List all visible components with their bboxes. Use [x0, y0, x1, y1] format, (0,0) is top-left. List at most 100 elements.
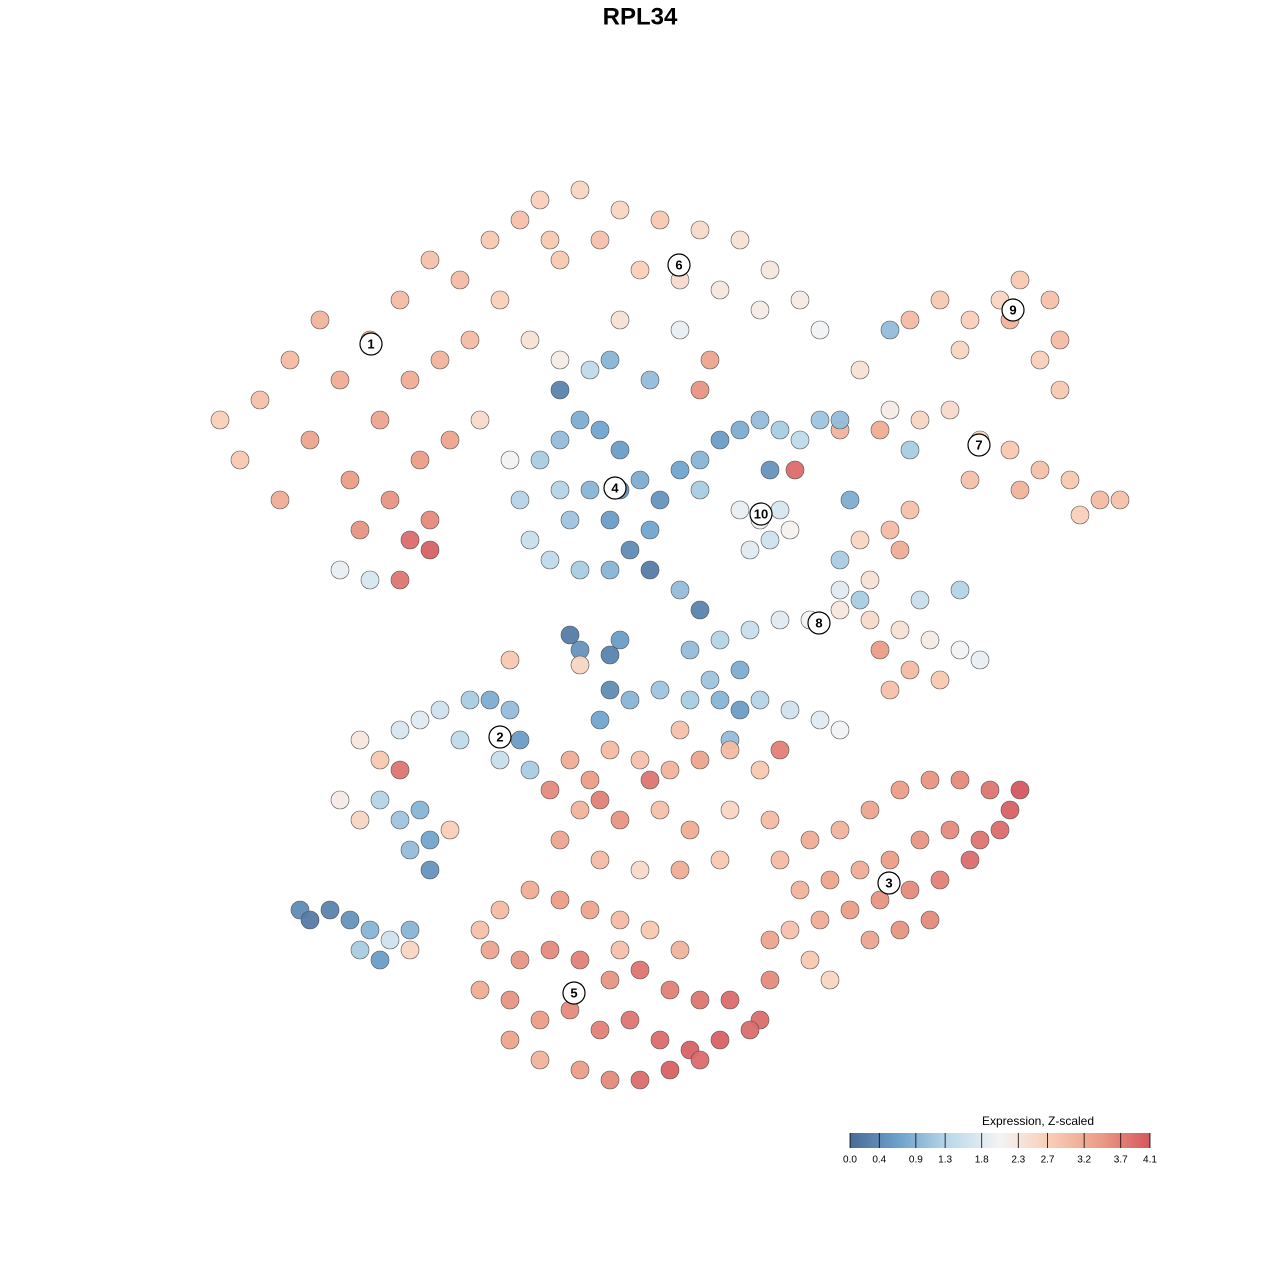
- point: [1010, 780, 1030, 800]
- colorbar-tick-label: 1.3: [938, 1155, 952, 1166]
- point: [920, 770, 940, 790]
- point: [270, 490, 290, 510]
- point: [910, 830, 930, 850]
- point: [790, 290, 810, 310]
- point: [610, 910, 630, 930]
- point: [1030, 350, 1050, 370]
- cluster-marker: [807, 611, 831, 635]
- point: [630, 260, 650, 280]
- point: [530, 1050, 550, 1070]
- point: [810, 710, 830, 730]
- point: [1050, 330, 1070, 350]
- cluster-label: 10: [754, 506, 768, 521]
- point: [690, 990, 710, 1010]
- point: [580, 360, 600, 380]
- point: [1010, 270, 1030, 290]
- point: [910, 590, 930, 610]
- point: [590, 850, 610, 870]
- points: [210, 180, 1130, 1090]
- point: [210, 410, 230, 430]
- point: [1030, 460, 1050, 480]
- point: [690, 220, 710, 240]
- point: [480, 690, 500, 710]
- point: [500, 650, 520, 670]
- point: [880, 680, 900, 700]
- point: [820, 970, 840, 990]
- point: [830, 720, 850, 740]
- point: [1090, 490, 1110, 510]
- point: [360, 920, 380, 940]
- point: [890, 540, 910, 560]
- point: [680, 640, 700, 660]
- point: [410, 450, 430, 470]
- point: [400, 940, 420, 960]
- point: [560, 750, 580, 770]
- cluster-marker: [877, 871, 901, 895]
- point: [480, 230, 500, 250]
- point: [370, 410, 390, 430]
- point: [480, 940, 500, 960]
- point: [670, 860, 690, 880]
- point: [590, 1020, 610, 1040]
- point: [540, 550, 560, 570]
- point: [350, 940, 370, 960]
- point: [870, 890, 890, 910]
- colorbar-tick-label: 2.3: [1011, 1155, 1025, 1166]
- point: [380, 490, 400, 510]
- point: [760, 260, 780, 280]
- point: [590, 710, 610, 730]
- point: [1060, 470, 1080, 490]
- point: [770, 500, 790, 520]
- point: [850, 530, 870, 550]
- point: [470, 410, 490, 430]
- point: [650, 1030, 670, 1050]
- point: [300, 910, 320, 930]
- point: [900, 440, 920, 460]
- point: [880, 320, 900, 340]
- point: [960, 850, 980, 870]
- point: [650, 680, 670, 700]
- point: [510, 950, 530, 970]
- point: [460, 690, 480, 710]
- point: [540, 940, 560, 960]
- point: [580, 480, 600, 500]
- point: [530, 450, 550, 470]
- point: [1040, 290, 1060, 310]
- point: [360, 570, 380, 590]
- point: [350, 810, 370, 830]
- point: [650, 210, 670, 230]
- point: [440, 430, 460, 450]
- point: [630, 750, 650, 770]
- point: [620, 1010, 640, 1030]
- point: [640, 770, 660, 790]
- point: [690, 1050, 710, 1070]
- colorbar-tick-label: 0.0: [843, 1155, 857, 1166]
- point: [800, 830, 820, 850]
- point: [610, 440, 630, 460]
- point: [830, 580, 850, 600]
- point: [670, 940, 690, 960]
- colorbar: Expression, Z-scaled 0.0 0.4 0.9 1.3 1.8 2.3 2…: [843, 1114, 1157, 1165]
- point: [700, 350, 720, 370]
- point: [630, 470, 650, 490]
- point: [330, 790, 350, 810]
- point: [330, 370, 350, 390]
- point: [420, 830, 440, 850]
- point: [600, 970, 620, 990]
- point: [740, 620, 760, 640]
- point: [280, 350, 300, 370]
- point: [940, 400, 960, 420]
- colorbar-bar: [850, 1133, 1150, 1148]
- point: [550, 380, 570, 400]
- colorbar-tick-label: 1.8: [975, 1155, 989, 1166]
- point: [1110, 490, 1130, 510]
- point: [600, 680, 620, 700]
- point: [970, 650, 990, 670]
- cluster-label: 6: [675, 257, 682, 272]
- point: [500, 450, 520, 470]
- point: [560, 510, 580, 530]
- point: [640, 520, 660, 540]
- cluster-labels: 1 2 3 4 5 6 7 8 9 10: [359, 253, 1025, 1005]
- point: [330, 560, 350, 580]
